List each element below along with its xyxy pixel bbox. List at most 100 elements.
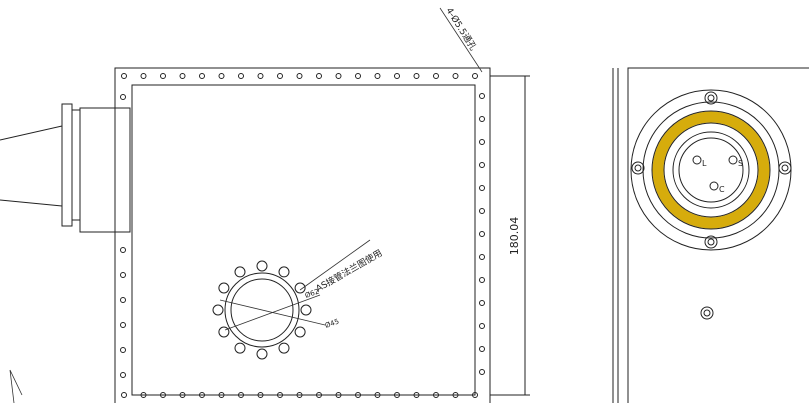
bolt-hole xyxy=(452,73,459,79)
bolt-hole xyxy=(433,73,439,79)
leader-line xyxy=(439,7,483,73)
dimension-text: 180.04 xyxy=(508,217,521,256)
flange-circle xyxy=(224,272,300,348)
leader-line xyxy=(224,294,321,331)
bolt-hole xyxy=(704,91,718,105)
bolt-hole xyxy=(294,326,306,338)
bolt-hole xyxy=(199,73,205,79)
bolt-hole xyxy=(778,161,792,175)
bolt-hole xyxy=(218,73,225,79)
bolt-hole xyxy=(160,392,166,398)
flange-plate xyxy=(71,109,81,221)
pin-label: L xyxy=(702,159,707,168)
bolt-hole xyxy=(296,73,303,79)
bolt-hole xyxy=(120,94,126,100)
bolt-hole xyxy=(257,73,264,79)
flange-circle xyxy=(230,278,294,342)
bolt-hole xyxy=(452,392,459,398)
bolt-hole xyxy=(296,392,303,398)
bolt-hole xyxy=(479,277,485,283)
bolt-hole xyxy=(238,392,244,398)
bolt-hole xyxy=(120,322,126,328)
ring-edge xyxy=(663,122,759,218)
bolt-hole xyxy=(374,392,381,398)
bolt-hole xyxy=(355,73,361,79)
bolt-hole xyxy=(179,392,186,398)
bolt-hole xyxy=(316,73,322,79)
bolt-hole xyxy=(140,73,147,79)
section-mark xyxy=(9,369,23,403)
bolt-hole xyxy=(479,162,485,168)
bolt-hole xyxy=(121,73,127,79)
holes-note: 4-Ø5.5通孔 xyxy=(443,6,478,53)
bolt-hole xyxy=(316,392,322,398)
bolt-hole xyxy=(479,369,485,375)
pin xyxy=(709,181,719,191)
bolt-hole xyxy=(277,392,283,398)
bolt-hole xyxy=(355,392,361,398)
bolt-hole xyxy=(199,392,205,398)
bolt-hole xyxy=(413,73,420,79)
bolt-hole xyxy=(707,94,715,102)
bolt-hole xyxy=(335,73,342,79)
bolt-hole xyxy=(120,297,126,303)
bolt-hole xyxy=(120,247,126,253)
leader-line xyxy=(299,239,371,291)
bolt-hole xyxy=(256,348,268,360)
bolt-hole xyxy=(278,342,290,354)
flange-tube xyxy=(79,107,131,233)
bolt-hole xyxy=(212,304,224,316)
bolt-hole xyxy=(479,323,485,329)
bolt-hole xyxy=(277,73,283,79)
bolt-hole xyxy=(703,309,711,317)
bolt-hole xyxy=(634,164,642,172)
bolt-hole xyxy=(631,161,645,175)
front-view: 180.04 4-Ø5.5通孔 AS接管法兰图使用 Ø62 Ø45 xyxy=(0,6,530,403)
ring-edge xyxy=(651,110,771,230)
bolt-hole xyxy=(479,254,485,260)
bolt-hole xyxy=(256,260,268,272)
bolt-hole xyxy=(479,93,485,99)
bolt-hole xyxy=(479,346,485,352)
bolt-hole xyxy=(479,208,485,214)
bolt-hole xyxy=(472,73,478,79)
bolt-hole xyxy=(700,306,714,320)
pin-label: S xyxy=(738,159,743,168)
bolt-hole xyxy=(479,231,485,237)
bolt-hole xyxy=(704,235,718,249)
outer-frame xyxy=(114,67,491,403)
cone-line xyxy=(0,199,63,207)
yellow-ring xyxy=(652,111,770,229)
connector xyxy=(678,137,744,203)
bolt-hole xyxy=(257,392,264,398)
bolt-hole xyxy=(238,73,244,79)
pin-label: C xyxy=(719,185,725,194)
bolt-hole xyxy=(120,272,126,278)
bolt-hole xyxy=(479,300,485,306)
bolt-hole xyxy=(479,116,485,122)
pin xyxy=(728,155,738,165)
bolt-hole xyxy=(234,266,246,278)
bolt-hole xyxy=(433,392,439,398)
bolt-hole xyxy=(707,238,715,246)
bolt-hole xyxy=(179,73,186,79)
cone-line xyxy=(0,125,63,141)
side-body xyxy=(627,67,809,403)
bolt-hole xyxy=(121,392,127,398)
bolt-hole xyxy=(120,372,126,378)
bolt-hole xyxy=(278,266,290,278)
bolt-hole xyxy=(479,185,485,191)
bolt-hole xyxy=(781,164,789,172)
bolt-hole xyxy=(479,139,485,145)
flange-note: AS接管法兰图使用 xyxy=(314,247,385,295)
bolt-hole xyxy=(234,342,246,354)
inner-frame xyxy=(131,84,476,396)
connector xyxy=(672,131,750,209)
bolt-hole xyxy=(394,73,400,79)
bolt-hole xyxy=(394,392,400,398)
bolt-hole xyxy=(140,392,147,398)
bolt-hole xyxy=(120,347,126,353)
pin xyxy=(692,155,702,165)
bolt-hole xyxy=(374,73,381,79)
